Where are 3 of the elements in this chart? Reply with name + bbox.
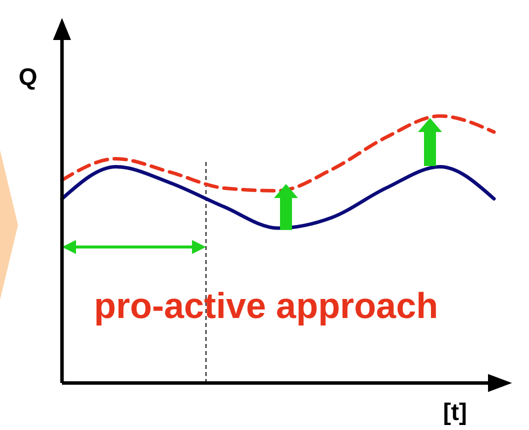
annotation: pro-active approach: [94, 285, 438, 326]
y-axis-title: Q: [18, 64, 38, 91]
x-axis-title: [t]: [443, 399, 467, 426]
